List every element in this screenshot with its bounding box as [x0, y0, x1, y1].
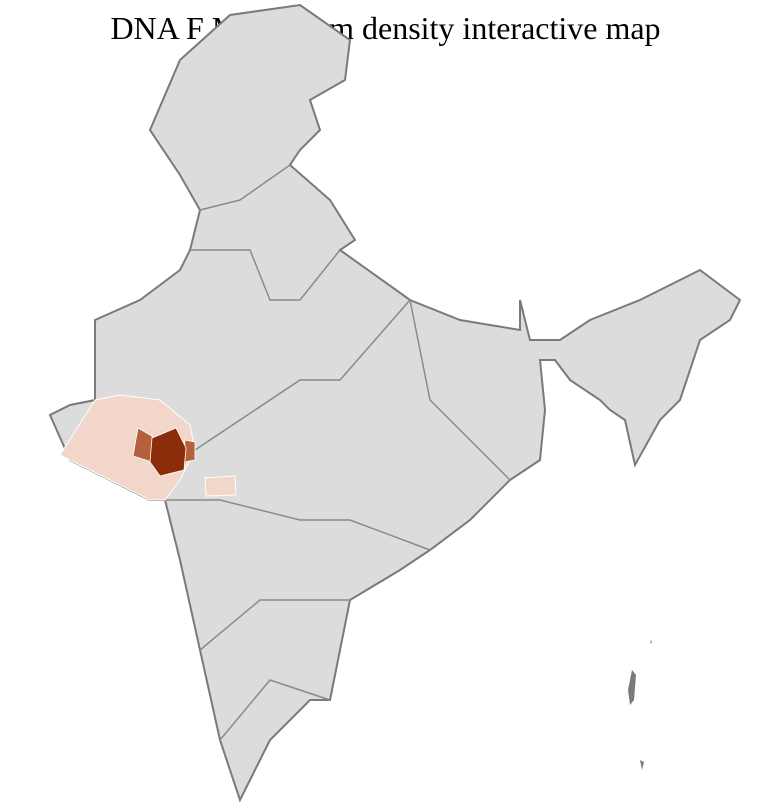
- state-borders: [165, 164, 511, 741]
- andaman-nicobar-islands[interactable]: [628, 640, 652, 770]
- gujarat-regions[interactable]: [59, 394, 237, 501]
- region-north-maharashtra[interactable]: [204, 475, 237, 497]
- region-central-gujarat-high[interactable]: [149, 427, 187, 477]
